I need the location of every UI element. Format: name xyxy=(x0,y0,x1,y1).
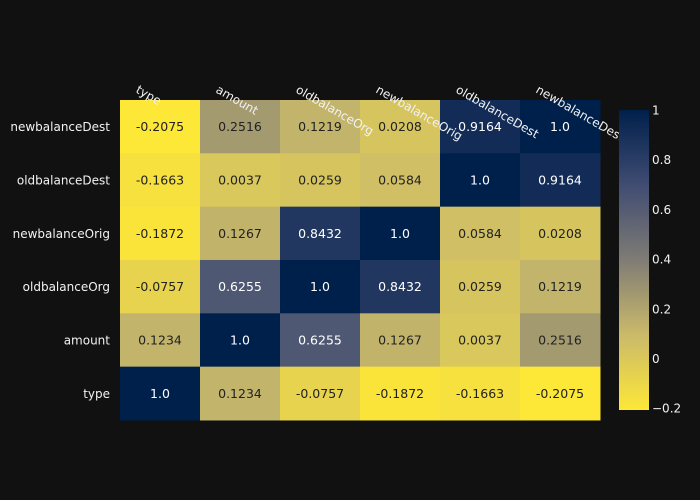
cell-value-newbalance-orig-oldbalance-org: 0.8432 xyxy=(298,226,342,241)
heatmap-cells xyxy=(120,100,601,421)
colorbar-tick: 0 xyxy=(652,352,660,366)
colorbar-tick: 0.2 xyxy=(652,302,671,316)
cell-newbalance-orig-type xyxy=(120,206,201,261)
colorbar-tick: −0.2 xyxy=(652,402,681,416)
cell-type-amount xyxy=(200,366,281,421)
cell-oldbalance-dest-newbalance-dest xyxy=(520,153,601,208)
y-axis-tick-labels: newbalanceDest oldbalanceDest newbalanceOr… xyxy=(10,120,110,401)
colorbar-gradient xyxy=(619,110,649,410)
cell-value-type-amount: 0.1234 xyxy=(218,386,262,401)
cell-oldbalance-org-newbalance-dest xyxy=(520,259,601,314)
cell-value-newbalance-orig-oldbalance-dest: 0.0584 xyxy=(458,226,502,241)
cell-newbalance-dest-newbalance-dest xyxy=(520,100,601,154)
cell-value-oldbalance-dest-oldbalance-org: 0.0259 xyxy=(298,172,342,187)
cell-value-oldbalance-dest-newbalance-dest: 0.9164 xyxy=(538,172,582,187)
y-tick-type: type xyxy=(83,387,110,401)
cell-newbalance-orig-oldbalance-dest xyxy=(440,206,521,261)
cell-oldbalance-dest-newbalance-orig xyxy=(360,153,441,208)
cell-value-amount-type: 0.1234 xyxy=(138,332,182,347)
cell-value-amount-oldbalance-dest: 0.0037 xyxy=(458,332,502,347)
cell-value-type-oldbalance-dest: -0.1663 xyxy=(456,386,504,401)
cell-newbalance-dest-amount xyxy=(200,100,281,154)
cell-amount-type xyxy=(120,313,201,368)
cell-amount-newbalance-orig xyxy=(360,313,441,368)
cell-newbalance-dest-type xyxy=(120,100,201,154)
cell-value-newbalance-dest-oldbalance-org: 0.1219 xyxy=(298,119,342,134)
cell-value-oldbalance-org-newbalance-orig: 0.8432 xyxy=(378,279,422,294)
cell-oldbalance-org-type xyxy=(120,259,201,314)
heatmap-cell-labels: -0.2075 0.2516 0.1219 0.0208 0.9164 1.0 -0.166… xyxy=(136,119,584,401)
y-tick-oldbalance-dest: oldbalanceDest xyxy=(17,173,110,187)
cell-value-amount-newbalance-dest: 0.2516 xyxy=(538,332,582,347)
cell-newbalance-dest-oldbalance-dest xyxy=(440,100,521,154)
cell-value-oldbalance-dest-oldbalance-dest: 1.0 xyxy=(470,172,490,187)
cell-value-newbalance-dest-newbalance-orig: 0.0208 xyxy=(378,119,422,134)
cell-type-newbalance-dest xyxy=(520,366,601,421)
cell-type-newbalance-orig xyxy=(360,366,441,421)
cell-amount-amount xyxy=(200,313,281,368)
cell-value-newbalance-orig-newbalance-orig: 1.0 xyxy=(390,226,410,241)
colorbar-tick-labels: 1 0.8 0.6 0.4 0.2 0 −0.2 xyxy=(652,104,681,416)
cell-value-oldbalance-org-oldbalance-dest: 0.0259 xyxy=(458,279,502,294)
cell-type-oldbalance-org xyxy=(280,366,361,421)
colorbar-tick: 0.4 xyxy=(652,253,671,267)
cell-value-amount-amount: 1.0 xyxy=(230,332,250,347)
cell-value-amount-newbalance-orig: 0.1267 xyxy=(378,332,422,347)
cell-newbalance-dest-newbalance-orig xyxy=(360,100,441,154)
cell-value-newbalance-orig-newbalance-dest: 0.0208 xyxy=(538,226,582,241)
cell-newbalance-orig-amount xyxy=(200,206,281,261)
cell-value-oldbalance-dest-type: -0.1663 xyxy=(136,172,184,187)
y-tick-oldbalance-org: oldbalanceOrg xyxy=(23,280,110,294)
cell-value-oldbalance-org-oldbalance-org: 1.0 xyxy=(310,279,330,294)
cell-oldbalance-org-oldbalance-org xyxy=(280,259,361,314)
cell-value-newbalance-dest-newbalance-dest: 1.0 xyxy=(550,119,570,134)
cell-oldbalance-org-amount xyxy=(200,259,281,314)
cell-newbalance-orig-newbalance-dest xyxy=(520,206,601,261)
cell-value-oldbalance-org-amount: 0.6255 xyxy=(218,279,262,294)
cell-value-type-type: 1.0 xyxy=(150,386,170,401)
cell-value-newbalance-orig-type: -0.1872 xyxy=(136,226,184,241)
cell-type-type xyxy=(120,366,201,421)
cell-oldbalance-dest-oldbalance-dest xyxy=(440,153,521,208)
cell-value-newbalance-dest-amount: 0.2516 xyxy=(218,119,262,134)
y-tick-newbalance-dest: newbalanceDest xyxy=(10,120,110,134)
y-tick-newbalance-orig: newbalanceOrig xyxy=(13,227,110,241)
cell-newbalance-orig-oldbalance-org xyxy=(280,206,361,261)
colorbar: 1 0.8 0.6 0.4 0.2 0 −0.2 xyxy=(619,104,681,416)
cell-amount-newbalance-dest xyxy=(520,313,601,368)
cell-value-oldbalance-org-type: -0.0757 xyxy=(136,279,184,294)
cell-value-oldbalance-org-newbalance-dest: 0.1219 xyxy=(538,279,582,294)
cell-type-oldbalance-dest xyxy=(440,366,521,421)
cell-value-amount-oldbalance-org: 0.6255 xyxy=(298,332,342,347)
cell-newbalance-dest-oldbalance-org xyxy=(280,100,361,154)
cell-amount-oldbalance-org xyxy=(280,313,361,368)
colorbar-tick: 1 xyxy=(652,104,660,118)
cell-value-oldbalance-dest-newbalance-orig: 0.0584 xyxy=(378,172,422,187)
cell-oldbalance-org-oldbalance-dest xyxy=(440,259,521,314)
cell-value-type-newbalance-orig: -0.1872 xyxy=(376,386,424,401)
cell-value-newbalance-orig-amount: 0.1267 xyxy=(218,226,262,241)
cell-amount-oldbalance-dest xyxy=(440,313,521,368)
cell-newbalance-orig-newbalance-orig xyxy=(360,206,441,261)
cell-oldbalance-dest-oldbalance-org xyxy=(280,153,361,208)
cell-value-newbalance-dest-oldbalance-dest: 0.9164 xyxy=(458,119,502,134)
colorbar-tick: 0.8 xyxy=(652,153,671,167)
colorbar-tick: 0.6 xyxy=(652,203,671,217)
cell-value-newbalance-dest-type: -0.2075 xyxy=(136,119,184,134)
cell-oldbalance-dest-amount xyxy=(200,153,281,208)
cell-value-type-oldbalance-org: -0.0757 xyxy=(296,386,344,401)
cell-oldbalance-org-newbalance-orig xyxy=(360,259,441,314)
cell-value-oldbalance-dest-amount: 0.0037 xyxy=(218,172,262,187)
cell-value-type-newbalance-dest: -0.2075 xyxy=(536,386,584,401)
y-tick-amount: amount xyxy=(64,333,111,347)
cell-oldbalance-dest-type xyxy=(120,153,201,208)
